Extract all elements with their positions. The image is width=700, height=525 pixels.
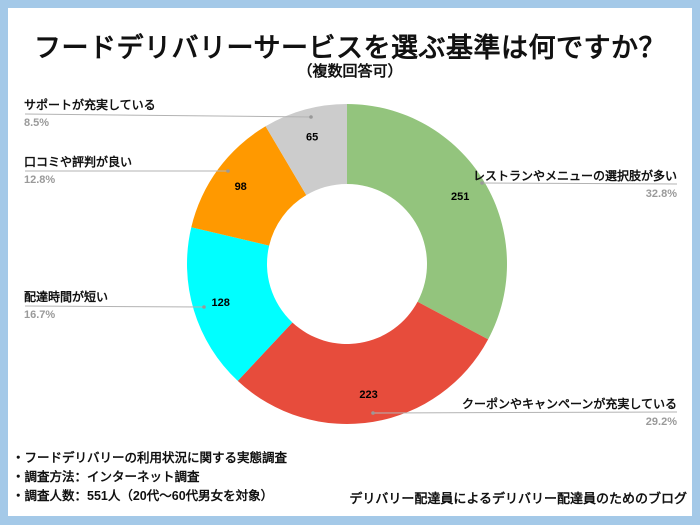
leader-dot-2 [202, 305, 206, 309]
pie-slice-3 [191, 126, 307, 246]
slice-label-percent: 12.8% [24, 173, 56, 186]
pie-slice-0 [347, 104, 507, 340]
blog-credit: デリバリー配達員によるデリバリー配達員のためのブログ [349, 491, 687, 506]
slice-label-text: 口コミや評判が良い [24, 155, 133, 169]
page-title: フードデリバリーサービスを選ぶ基準は何ですか？ [34, 33, 666, 63]
slice-label-support: サポートが充実している 8.5% [24, 98, 156, 129]
slice-value-3: 98 [235, 181, 247, 193]
infographic-card [8, 8, 692, 516]
survey-note-line: ・調査方法：インターネット調査 [12, 470, 200, 484]
pie-slice-4 [265, 104, 347, 196]
slice-label-text: レストランやメニューの選択肢が多い [472, 169, 677, 183]
leader-dot-4 [371, 411, 375, 415]
slice-label-percent: 8.5% [24, 116, 50, 129]
slice-value-2: 128 [211, 297, 229, 309]
pie-slice-1 [237, 301, 489, 424]
leader-dot-1 [226, 169, 230, 173]
slice-value-0: 251 [451, 191, 469, 203]
leader-line-0 [24, 113, 312, 118]
survey-notes: ・フードデリバリーの利用状況に関する実態調査 ・調査方法：インターネット調査 ・… [12, 449, 287, 506]
slice-label-percent: 16.7% [24, 308, 56, 321]
slice-value-1: 223 [359, 389, 377, 401]
slice-label-delivery-time: 配達時間が短い 16.7% [24, 290, 109, 321]
slice-label-percent: 32.8% [645, 187, 677, 200]
leader-line-2 [24, 305, 205, 308]
slice-label-reviews: 口コミや評判が良い 12.8% [24, 155, 133, 186]
page-subtitle: （複数回答可） [297, 63, 403, 80]
leader-dot-3 [480, 181, 484, 185]
survey-note-line: ・調査人数：551人（20代～60代男女を対象） [12, 489, 274, 503]
leader-line-4 [372, 411, 678, 414]
slice-label-text: クーポンやキャンペーンが充実している [461, 397, 677, 411]
slice-label-text: サポートが充実している [24, 98, 156, 112]
slice-label-percent: 29.2% [645, 415, 677, 428]
pie-slice-2 [186, 227, 293, 381]
leader-line-3 [481, 182, 678, 185]
slice-label-text: 配達時間が短い [24, 290, 109, 304]
slice-value-4: 65 [306, 132, 318, 144]
slice-label-restaurant-choice: レストランやメニューの選択肢が多い 32.8% [472, 169, 677, 200]
slice-label-coupons: クーポンやキャンペーンが充実している 29.2% [461, 397, 677, 428]
survey-note-line: ・フードデリバリーの利用状況に関する実態調査 [12, 451, 288, 465]
leader-dot-0 [309, 115, 313, 119]
